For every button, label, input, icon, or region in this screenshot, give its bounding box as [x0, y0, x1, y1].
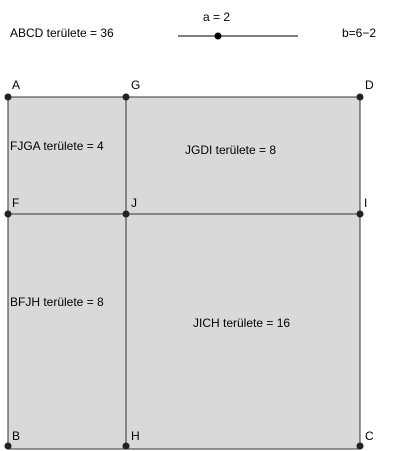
label-d: D — [365, 78, 374, 92]
point-g[interactable] — [122, 93, 130, 101]
label-g: G — [131, 78, 141, 92]
point-f[interactable] — [4, 210, 12, 218]
square-abcd — [7, 96, 361, 450]
point-j[interactable] — [122, 210, 130, 218]
a-slider[interactable] — [0, 0, 394, 50]
label-h: H — [131, 429, 140, 443]
label-f: F — [12, 196, 20, 210]
area-fjga-label: FJGA területe = 4 — [10, 139, 104, 153]
label-b: B — [12, 429, 21, 443]
label-i: I — [364, 196, 368, 210]
abcd-area-label: ABCD területe = 36 — [10, 26, 114, 40]
point-d[interactable] — [356, 93, 364, 101]
label-a: A — [12, 78, 21, 92]
point-c[interactable] — [356, 442, 364, 450]
point-h[interactable] — [122, 442, 130, 450]
point-b[interactable] — [4, 442, 12, 450]
label-c: C — [365, 429, 374, 443]
label-j: J — [131, 196, 137, 210]
area-jich-label: JICH területe = 16 — [193, 316, 291, 330]
area-jgdi-label: JGDI területe = 8 — [185, 143, 277, 157]
slider-handle[interactable] — [214, 32, 222, 40]
area-bfjh-label: BFJH területe = 8 — [10, 295, 104, 309]
b-value-label: b=6−2 — [342, 26, 377, 40]
point-a[interactable] — [4, 93, 12, 101]
point-i[interactable] — [356, 210, 364, 218]
slider-value-label: a = 2 — [203, 10, 231, 24]
